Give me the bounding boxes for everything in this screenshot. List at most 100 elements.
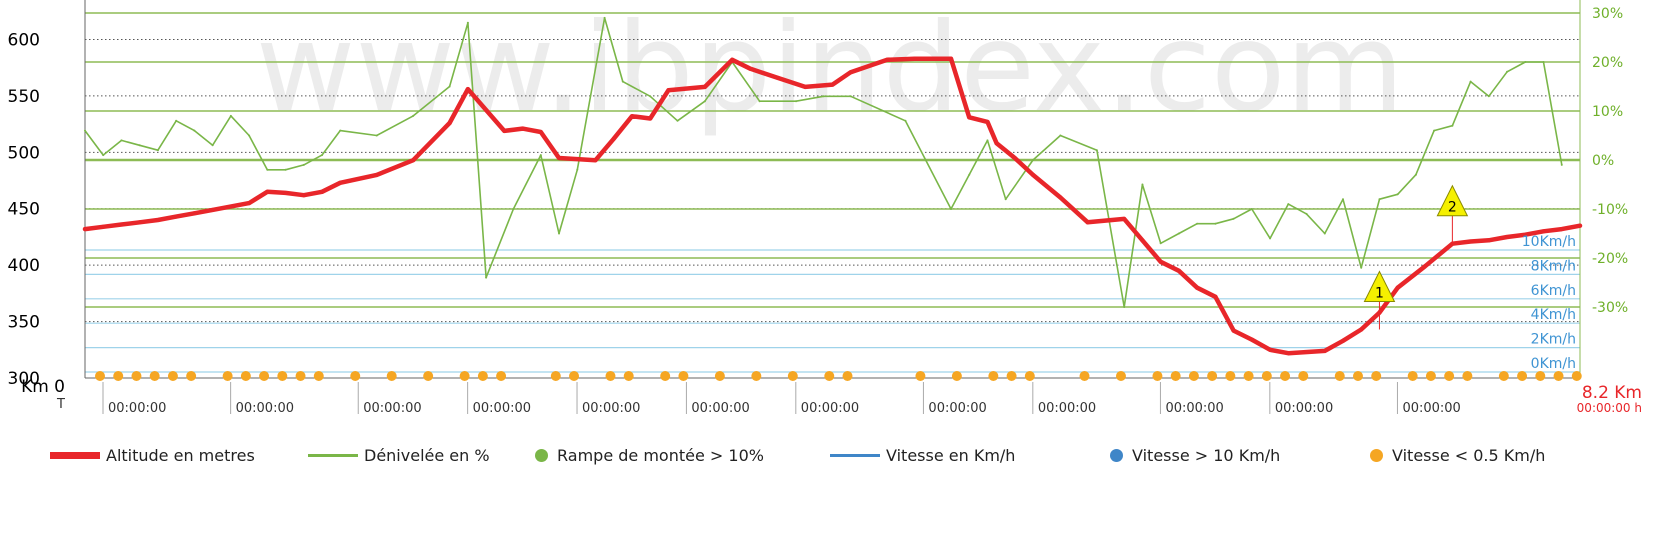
altitude-point xyxy=(1468,239,1473,244)
speed-dot xyxy=(951,371,962,381)
speed-dot xyxy=(1444,371,1455,381)
legend-item-altitude: Altitude en metres xyxy=(50,440,255,470)
series-altitude xyxy=(82,56,1583,356)
denivelee-point xyxy=(703,100,706,103)
denivelee-point xyxy=(321,154,324,157)
altitude-point xyxy=(967,115,972,120)
altitude-point xyxy=(210,207,215,212)
altitude-point xyxy=(447,120,452,125)
altitude-point xyxy=(1578,223,1582,228)
altitude-point xyxy=(374,172,379,177)
denivelee-point xyxy=(676,119,679,122)
denivelee-point xyxy=(576,168,579,171)
time-label: 00:00:00 xyxy=(1165,401,1223,416)
altitude-tick-label: 450 xyxy=(8,200,40,220)
altitude-point xyxy=(465,87,470,92)
time-label: 00:00:00 xyxy=(1402,401,1460,416)
altitude-point xyxy=(1085,220,1090,225)
speed-dot xyxy=(423,371,434,381)
denivelee-point xyxy=(466,21,469,24)
speed-dot xyxy=(1462,371,1473,381)
speed-dot xyxy=(1207,371,1218,381)
denivelee-point xyxy=(1059,134,1062,137)
altitude-tick-label: 550 xyxy=(8,87,40,107)
denivelee-point xyxy=(156,149,159,152)
speed-tick-label: 6Km/h xyxy=(1531,283,1576,299)
altitude-point xyxy=(730,57,735,62)
speed-dot xyxy=(550,371,561,381)
time-label: 00:00:00 xyxy=(801,401,859,416)
altitude-point xyxy=(994,141,999,146)
legend-label: Vitesse en Km/h xyxy=(886,445,1016,465)
denivelee-point xyxy=(1469,80,1472,83)
time-label: 00:00:00 xyxy=(582,401,640,416)
altitude-point xyxy=(502,128,507,133)
altitude-point xyxy=(1505,234,1510,239)
denivelee-point xyxy=(193,129,196,132)
legend-label: Dénivelée en % xyxy=(364,445,490,465)
speed-dot xyxy=(1334,371,1345,381)
altitude-point xyxy=(1423,264,1428,269)
speed-dot xyxy=(1535,371,1546,381)
legend-label: Rampe de montée > 10% xyxy=(557,445,764,465)
denivelee-point xyxy=(1214,222,1217,225)
altitude-point xyxy=(629,114,634,119)
speed-dot xyxy=(1553,371,1564,381)
altitude-point xyxy=(748,66,753,71)
legend-swatch xyxy=(50,451,100,459)
legend-swatch xyxy=(1110,448,1123,462)
denivelee-point xyxy=(795,100,798,103)
altitude-point xyxy=(949,56,954,61)
speed-dot xyxy=(1006,371,1017,381)
denivelee-point xyxy=(266,168,269,171)
speed-dot xyxy=(569,371,580,381)
legend-item-denivelee: Dénivelée en % xyxy=(308,440,490,470)
speed-dot xyxy=(259,371,270,381)
time-label: 00:00:00 xyxy=(1038,401,1096,416)
denivelee-point xyxy=(1196,222,1199,225)
marker-label: 1 xyxy=(1375,285,1384,301)
speed-dot xyxy=(1407,371,1418,381)
speed-dot xyxy=(1261,371,1272,381)
speed-dot xyxy=(1024,371,1035,381)
legend-swatch xyxy=(535,448,548,462)
denivelee-point xyxy=(1323,232,1326,235)
speed-dot xyxy=(459,371,470,381)
legend-item-vitesse-low: Vitesse < 0.5 Km/h xyxy=(1370,440,1545,470)
denivelee-point xyxy=(1341,198,1344,201)
altitude-point xyxy=(885,57,890,62)
legend-swatch xyxy=(830,453,880,457)
denivelee-point xyxy=(1250,208,1253,210)
speed-dot xyxy=(660,371,671,381)
speed-dot xyxy=(350,371,361,381)
altitude-tick-label: 350 xyxy=(8,313,40,333)
speed-dot xyxy=(1243,371,1254,381)
denivelee-point xyxy=(539,154,542,157)
denivelee-point xyxy=(1360,266,1363,269)
speed-dot xyxy=(1152,371,1163,381)
time-label: 00:00:00 xyxy=(473,401,531,416)
speed-dot xyxy=(1298,371,1309,381)
percent-tick-label: 10% xyxy=(1592,104,1623,120)
denivelee-point xyxy=(512,208,515,210)
speed-dot xyxy=(240,371,251,381)
speed-dot xyxy=(131,371,142,381)
denivelee-point xyxy=(1378,198,1381,201)
speed-dot xyxy=(477,371,488,381)
speed-dot xyxy=(496,371,507,381)
denivelee-point xyxy=(1269,237,1272,240)
altitude-point xyxy=(1541,229,1546,234)
watermark: www.ibpindex.com xyxy=(256,0,1405,139)
altitude-point xyxy=(1031,172,1036,177)
denivelee-point xyxy=(649,95,652,98)
speed-dot xyxy=(1352,371,1363,381)
altitude-point xyxy=(848,70,853,75)
speed-dot xyxy=(295,371,306,381)
altitude-point xyxy=(137,220,142,225)
denivelee-point xyxy=(822,95,825,98)
altitude-point xyxy=(1122,216,1127,221)
altitude-point xyxy=(985,119,990,124)
speed-dot xyxy=(1188,371,1199,381)
time-label: 00:00:00 xyxy=(363,401,421,416)
denivelee-point xyxy=(1287,203,1290,206)
